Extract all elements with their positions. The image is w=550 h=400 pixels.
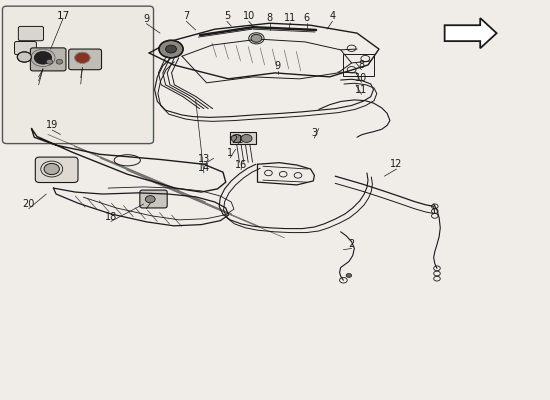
FancyBboxPatch shape: [30, 48, 66, 71]
Circle shape: [46, 59, 53, 64]
Circle shape: [251, 34, 262, 42]
Circle shape: [346, 274, 351, 278]
Circle shape: [75, 52, 90, 63]
Text: 4: 4: [329, 12, 336, 22]
Text: 7: 7: [183, 12, 189, 22]
Text: 17: 17: [57, 12, 70, 22]
FancyBboxPatch shape: [35, 157, 78, 182]
Text: 16: 16: [235, 160, 247, 170]
FancyBboxPatch shape: [140, 190, 167, 208]
Circle shape: [166, 45, 177, 53]
Circle shape: [241, 134, 252, 142]
Polygon shape: [444, 18, 497, 48]
Text: 1: 1: [227, 148, 233, 158]
Text: 10: 10: [355, 73, 367, 83]
Text: 11: 11: [284, 13, 296, 23]
Text: 10: 10: [243, 12, 255, 22]
Circle shape: [56, 59, 63, 64]
FancyBboxPatch shape: [69, 49, 102, 70]
FancyBboxPatch shape: [14, 42, 36, 55]
Text: 14: 14: [198, 163, 210, 173]
Circle shape: [231, 134, 242, 142]
Text: 12: 12: [390, 159, 403, 169]
Text: 13: 13: [198, 154, 210, 164]
Text: 6: 6: [304, 13, 310, 23]
FancyBboxPatch shape: [3, 6, 153, 144]
Circle shape: [44, 164, 59, 174]
Text: 5: 5: [224, 12, 230, 22]
Text: 20: 20: [23, 199, 35, 209]
Text: 3: 3: [311, 128, 317, 138]
Text: 19: 19: [46, 120, 58, 130]
FancyBboxPatch shape: [230, 132, 256, 144]
Circle shape: [34, 52, 52, 64]
Text: 21: 21: [232, 135, 244, 145]
Circle shape: [17, 52, 31, 62]
Text: 8: 8: [266, 13, 273, 23]
Text: 2: 2: [349, 239, 355, 249]
Text: 11: 11: [355, 84, 367, 94]
Text: 18: 18: [104, 212, 117, 222]
Circle shape: [145, 196, 155, 203]
FancyBboxPatch shape: [18, 26, 43, 41]
Text: 9: 9: [274, 61, 281, 71]
Text: 8: 8: [359, 60, 365, 70]
Circle shape: [159, 40, 183, 58]
Text: 9: 9: [144, 14, 150, 24]
